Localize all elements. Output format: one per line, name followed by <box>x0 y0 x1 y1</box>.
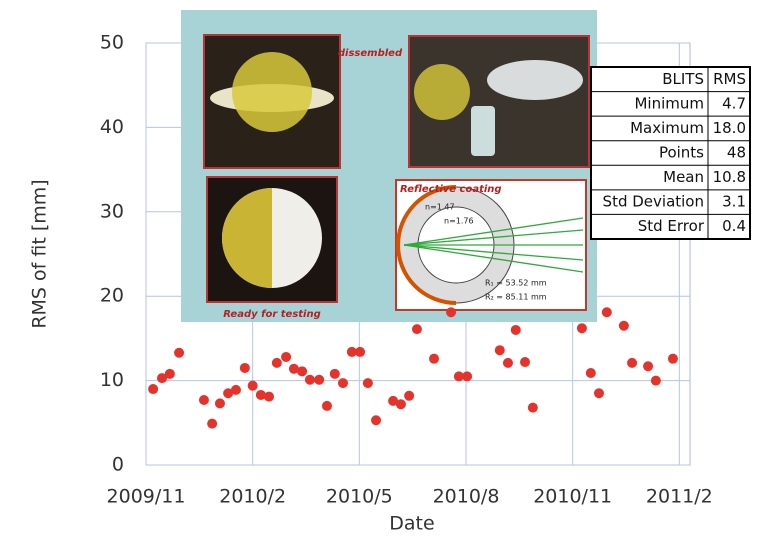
stats-table: BLITS RMS Minimum 4.7 Maximum 18.0 Points 48 Mea… <box>590 66 751 240</box>
table-cell: 3.1 <box>722 193 746 211</box>
point <box>527 402 538 413</box>
point <box>239 362 250 373</box>
table-cell: Points <box>659 144 704 162</box>
inset-panel: dissembled Ready for testing Reflective … <box>181 10 597 322</box>
point <box>281 351 292 362</box>
photo-sphere <box>232 52 312 132</box>
point <box>198 395 209 406</box>
point <box>230 384 241 395</box>
point <box>388 395 399 406</box>
point <box>462 371 473 382</box>
point <box>329 368 340 379</box>
point <box>174 347 185 358</box>
y-tick-label: 50 <box>100 32 124 54</box>
point <box>446 307 457 318</box>
diagram-coating <box>396 185 457 305</box>
y-tick-label: 40 <box>100 116 124 138</box>
y-tick-label: 0 <box>112 454 124 476</box>
point <box>355 346 366 357</box>
point <box>148 384 159 395</box>
caption: Ready for testing <box>223 309 321 320</box>
y-tick-label: 10 <box>100 369 124 391</box>
table-cell: RMS <box>713 70 746 88</box>
point <box>214 398 225 409</box>
x-tick-label: 2010/2 <box>219 486 286 508</box>
table-cell: 4.7 <box>722 94 746 112</box>
point <box>371 415 382 426</box>
point <box>337 378 348 389</box>
point <box>247 380 258 391</box>
diagram-label: n=1.47 <box>425 203 455 212</box>
point <box>304 374 315 385</box>
point <box>362 378 373 389</box>
photo-sphere <box>414 64 470 120</box>
point <box>601 307 612 318</box>
x-tick-label: 2010/8 <box>433 486 500 508</box>
point <box>207 418 218 429</box>
x-tick-label: 2009/11 <box>107 486 186 508</box>
y-axis-label: RMS of fit [mm] <box>29 179 51 328</box>
point <box>453 371 464 382</box>
point <box>520 357 531 368</box>
table-cell: Mean <box>663 168 704 186</box>
x-tick-label: 2010/5 <box>326 486 393 508</box>
y-tick-label: 20 <box>100 285 124 307</box>
photo-hemisphere <box>487 60 583 100</box>
point <box>264 391 275 402</box>
table-cell: 0.4 <box>722 217 746 235</box>
point <box>288 363 299 374</box>
diagram-rays <box>403 217 584 273</box>
point <box>593 388 604 399</box>
point <box>404 390 415 401</box>
point <box>297 366 308 377</box>
point <box>585 368 596 379</box>
table-cell: 10.8 <box>713 168 746 186</box>
table-cell: 18.0 <box>713 119 746 137</box>
point <box>667 353 678 364</box>
point <box>346 346 357 357</box>
point <box>576 323 587 334</box>
table-cell: Maximum <box>630 119 704 137</box>
x-tick-label: 2010/11 <box>533 486 612 508</box>
table-cell: Minimum <box>634 94 704 112</box>
table-border <box>590 66 751 240</box>
point <box>429 353 439 364</box>
table-cell: Std Deviation <box>603 193 704 211</box>
table-cell: BLITS <box>662 70 704 88</box>
point <box>255 389 266 400</box>
table-cell: 48 <box>727 144 746 162</box>
photo-phone <box>471 106 495 156</box>
diagram-label: n=1.76 <box>444 217 474 226</box>
point <box>494 345 505 356</box>
point <box>395 399 406 410</box>
diagram-label: R₁ = 53.52 mm <box>485 279 547 288</box>
table-cell: Std Error <box>638 217 705 235</box>
y-tick-label: 30 <box>100 200 124 222</box>
x-axis-label: Date <box>389 513 434 535</box>
point <box>502 357 513 368</box>
point <box>510 324 521 335</box>
point <box>321 400 332 411</box>
point <box>618 320 629 331</box>
point <box>643 361 654 372</box>
point <box>164 368 175 379</box>
caption: dissembled <box>338 48 403 59</box>
diagram-label: R₂ = 85.11 mm <box>485 293 547 302</box>
point <box>627 357 638 368</box>
point <box>411 324 422 335</box>
point <box>650 375 661 386</box>
point <box>314 374 325 385</box>
caption: Reflective coating <box>400 184 502 195</box>
point <box>271 357 282 368</box>
point <box>223 388 234 399</box>
point <box>157 373 167 384</box>
x-tick-label: 2011/2 <box>646 486 713 508</box>
photo-sphere-half <box>222 188 272 288</box>
